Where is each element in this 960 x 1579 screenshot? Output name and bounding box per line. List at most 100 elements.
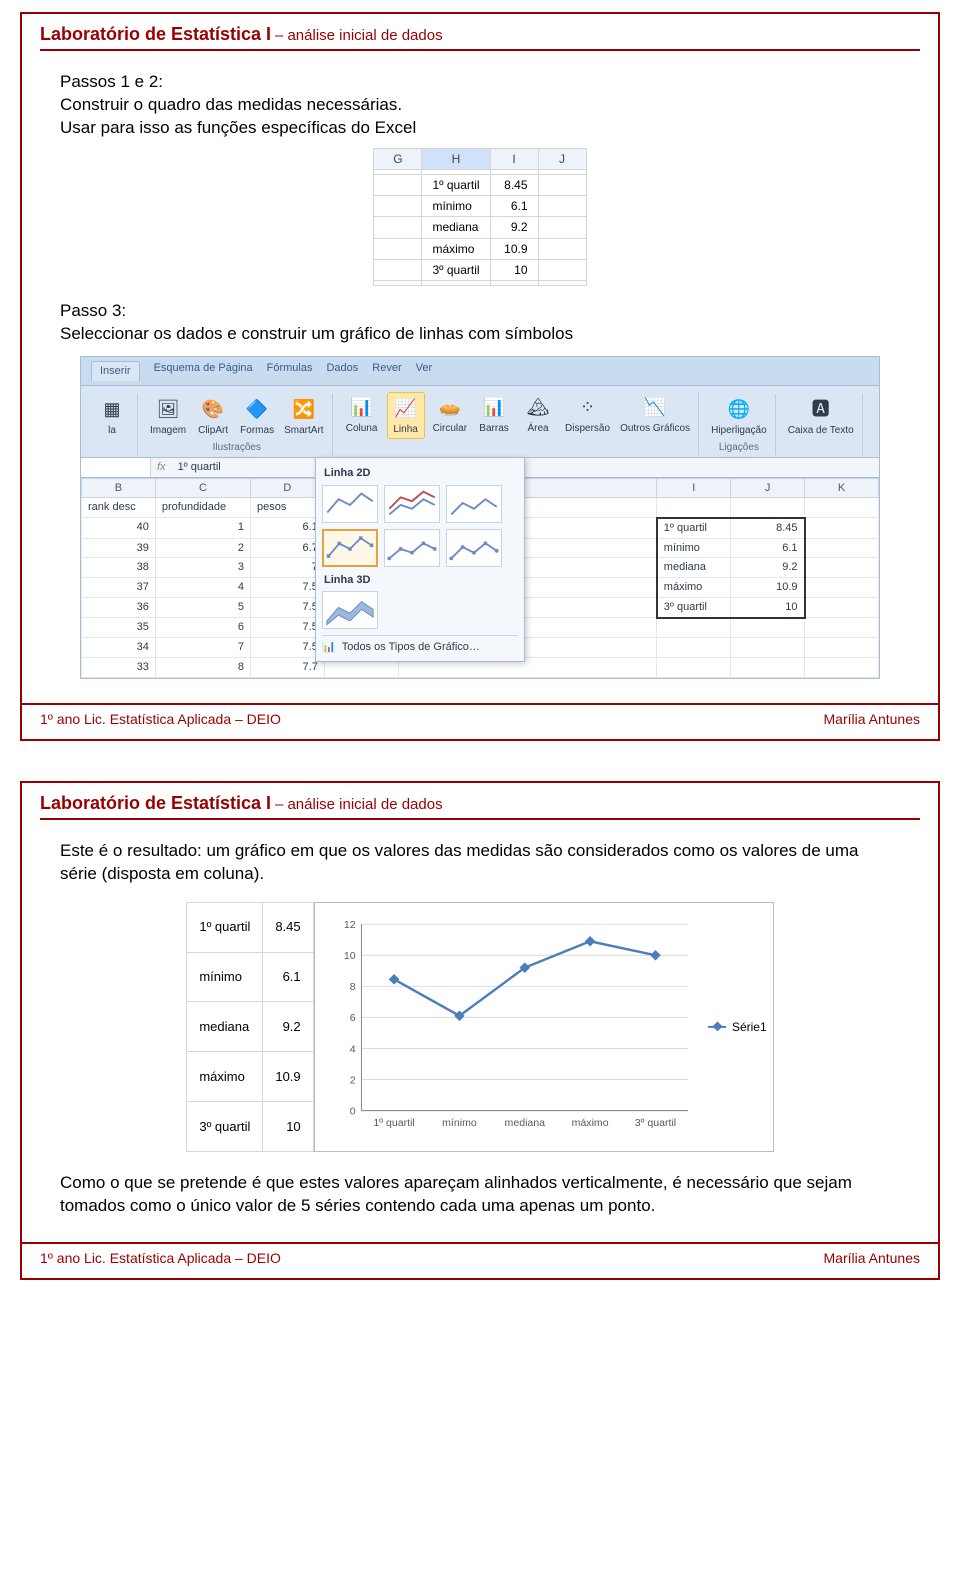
smartart-button[interactable]: 🔀SmartArt <box>282 394 325 440</box>
name-box[interactable] <box>81 458 151 477</box>
cell[interactable]: 7.5 <box>250 578 324 598</box>
cell[interactable]: 1º quartil <box>657 518 731 538</box>
cell[interactable]: 3 <box>155 558 250 578</box>
scatter-chart-icon: ⁘ <box>575 394 601 420</box>
dropdown-footer[interactable]: 📊 Todos os Tipos de Gráfico… <box>322 635 518 655</box>
tab-inserir[interactable]: Inserir <box>91 361 140 381</box>
linha-button[interactable]: 📈Linha <box>387 392 425 440</box>
fx-icon: fx <box>151 458 172 477</box>
outros-button[interactable]: 📉Outros Gráficos <box>618 392 692 440</box>
caixatexto-button[interactable]: 🅰Caixa de Texto <box>786 394 856 440</box>
coluna-button[interactable]: 📊Coluna <box>343 392 381 440</box>
chart-thumb-stacked[interactable] <box>384 485 440 523</box>
cell[interactable]: 35 <box>82 618 156 638</box>
cell[interactable]: 9.2 <box>731 558 805 578</box>
chart-legend: Série1 <box>708 1019 767 1035</box>
cell[interactable]: 7 <box>155 638 250 658</box>
cell[interactable]: pesos <box>250 498 324 518</box>
cell[interactable]: 4 <box>155 578 250 598</box>
cell[interactable]: 10.9 <box>731 578 805 598</box>
chart-svg: 0246810121º quartilmínimomedianamáximo3º… <box>323 911 765 1143</box>
cell: máximo <box>422 238 490 259</box>
chart-thumb-100stacked[interactable] <box>446 485 502 523</box>
cell[interactable]: 37 <box>82 578 156 598</box>
chart-thumb-line-markers[interactable] <box>322 529 378 567</box>
cell[interactable]: 3º quartil <box>657 598 731 618</box>
cell[interactable]: 8.45 <box>731 518 805 538</box>
svg-text:10: 10 <box>344 950 356 962</box>
table-icon: ▦ <box>99 396 125 422</box>
barras-button[interactable]: 📊Barras <box>475 392 513 440</box>
cell: 8.45 <box>490 175 538 196</box>
tab-formulas[interactable]: Fórmulas <box>267 361 313 381</box>
slide-title: Laboratório de Estatística I <box>40 24 271 44</box>
cell[interactable]: 7.5 <box>250 638 324 658</box>
cell[interactable]: mediana <box>657 558 731 578</box>
cell[interactable]: 38 <box>82 558 156 578</box>
tab-ver[interactable]: Ver <box>416 361 433 381</box>
passo3-line: Seleccionar os dados e construir um gráf… <box>60 323 900 346</box>
cell[interactable]: 2 <box>155 538 250 558</box>
cell[interactable]: 6.1 <box>250 518 324 538</box>
col-header: K <box>805 478 879 498</box>
cell[interactable]: 6.7 <box>250 538 324 558</box>
svg-text:máximo: máximo <box>571 1117 608 1129</box>
cell[interactable]: 7 <box>250 558 324 578</box>
cell[interactable]: 7.5 <box>250 598 324 618</box>
all-charts-icon: 📊 <box>322 640 336 655</box>
cell[interactable]: 33 <box>82 658 156 678</box>
line-chart-icon: 📈 <box>393 395 419 421</box>
slide-subtitle: – análise inicial de dados <box>275 27 443 44</box>
cell[interactable]: mínimo <box>657 538 731 558</box>
bar-chart-icon: 📊 <box>481 394 507 420</box>
slide-body: Este é o resultado: um gráfico em que os… <box>22 824 938 1226</box>
formas-button[interactable]: 🔷Formas <box>238 394 276 440</box>
chart-thumb-line[interactable] <box>322 485 378 523</box>
imagem-button[interactable]: 🖼Imagem <box>148 394 188 440</box>
cell[interactable]: máximo <box>657 578 731 598</box>
cell[interactable]: 7.7 <box>250 658 324 678</box>
other-charts-icon: 📉 <box>642 394 668 420</box>
area-button[interactable]: 🏔Área <box>519 392 557 440</box>
shapes-icon: 🔷 <box>244 396 270 422</box>
cell[interactable]: 10 <box>731 598 805 618</box>
cell[interactable]: 36 <box>82 598 156 618</box>
cell[interactable]: 7.5 <box>250 618 324 638</box>
cell[interactable]: 39 <box>82 538 156 558</box>
hiperligacao-button[interactable]: 🌐Hiperligação <box>709 394 769 440</box>
table-button[interactable]: ▦la <box>93 394 131 440</box>
cell[interactable]: profundidade <box>155 498 250 518</box>
cell[interactable]: 34 <box>82 638 156 658</box>
dispersao-button[interactable]: ⁘Dispersão <box>563 392 612 440</box>
tab-dados[interactable]: Dados <box>326 361 358 381</box>
slide-footer: 1º ano Lic. Estatística Aplicada – DEIO … <box>22 703 938 727</box>
cell: 10 <box>490 259 538 280</box>
cell: 1º quartil <box>422 175 490 196</box>
tab-esquema[interactable]: Esquema de Página <box>154 361 253 381</box>
cell[interactable]: rank desc <box>82 498 156 518</box>
chart-thumb-3d[interactable] <box>322 591 378 629</box>
mini-excel-table: G H I J 1º quartil8.45 mínimo6.1 mediana… <box>373 148 586 286</box>
cell[interactable]: 8 <box>155 658 250 678</box>
cell[interactable]: 40 <box>82 518 156 538</box>
clipart-button[interactable]: 🎨ClipArt <box>194 394 232 440</box>
svg-text:2: 2 <box>349 1074 355 1086</box>
cell[interactable]: 6 <box>155 618 250 638</box>
tab-rever[interactable]: Rever <box>372 361 401 381</box>
footer-left: 1º ano Lic. Estatística Aplicada – DEIO <box>40 1250 281 1266</box>
cell[interactable]: 1 <box>155 518 250 538</box>
cell: 6.1 <box>490 196 538 217</box>
cell: 3º quartil <box>187 1102 263 1152</box>
cell[interactable]: 6.1 <box>731 538 805 558</box>
chart-thumb-100stacked-markers[interactable] <box>446 529 502 567</box>
passo12-line2: Usar para isso as funções específicas do… <box>60 117 900 140</box>
formula-content[interactable]: 1º quartil <box>172 458 227 477</box>
svg-text:12: 12 <box>344 919 356 931</box>
area-chart-icon: 🏔 <box>525 394 551 420</box>
header-rule <box>40 49 920 51</box>
chart-thumb-stacked-markers[interactable] <box>384 529 440 567</box>
svg-text:0: 0 <box>349 1105 355 1117</box>
circular-button[interactable]: 🥧Circular <box>431 392 469 440</box>
svg-text:3º quartil: 3º quartil <box>634 1117 675 1129</box>
cell[interactable]: 5 <box>155 598 250 618</box>
